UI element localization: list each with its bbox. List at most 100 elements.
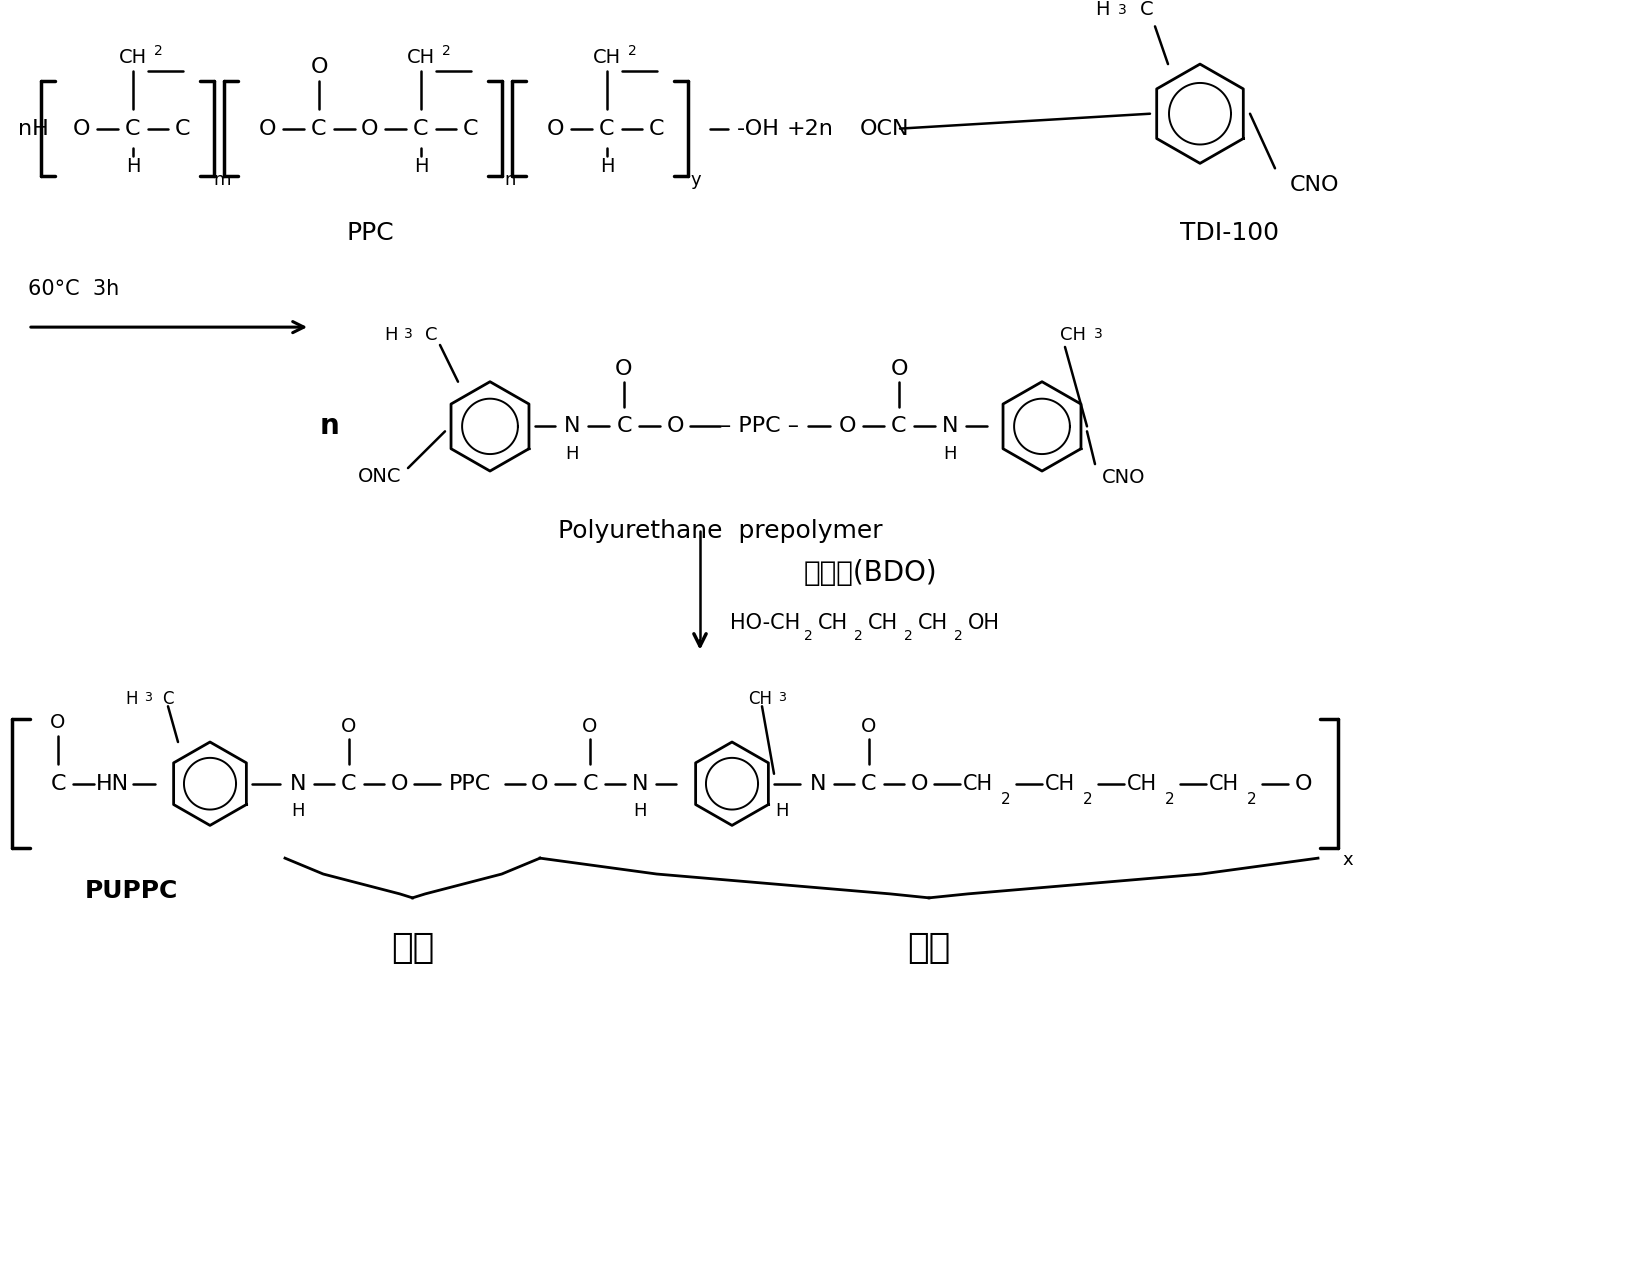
Text: 2: 2 bbox=[442, 45, 450, 59]
Text: H: H bbox=[291, 803, 304, 820]
Text: 60°C  3h: 60°C 3h bbox=[28, 280, 120, 299]
Text: C: C bbox=[426, 326, 437, 344]
Text: C: C bbox=[599, 119, 616, 138]
Text: C: C bbox=[126, 119, 141, 138]
Text: H: H bbox=[776, 803, 789, 820]
Text: nH: nH bbox=[18, 119, 49, 138]
Text: C: C bbox=[175, 119, 192, 138]
Text: CH: CH bbox=[918, 613, 948, 633]
Text: 软段: 软段 bbox=[391, 932, 434, 965]
Text: – PPC –: – PPC – bbox=[720, 417, 799, 436]
Text: 2: 2 bbox=[1247, 791, 1257, 806]
Text: x: x bbox=[1342, 851, 1354, 869]
Text: N: N bbox=[941, 417, 958, 436]
Text: n: n bbox=[504, 171, 516, 189]
Text: 2: 2 bbox=[627, 45, 637, 59]
Text: CH: CH bbox=[120, 47, 147, 66]
Text: CH: CH bbox=[1044, 773, 1076, 794]
Text: CH: CH bbox=[1210, 773, 1239, 794]
Text: H: H bbox=[943, 445, 956, 463]
Text: CH: CH bbox=[868, 613, 899, 633]
Text: O: O bbox=[891, 359, 909, 378]
Text: CH: CH bbox=[818, 613, 848, 633]
Text: C: C bbox=[616, 417, 632, 436]
Text: C: C bbox=[1139, 0, 1154, 19]
Text: 扩链剂(BDO): 扩链剂(BDO) bbox=[804, 560, 936, 588]
Text: 2: 2 bbox=[804, 629, 812, 643]
Text: y: y bbox=[691, 171, 701, 189]
Text: CH: CH bbox=[963, 773, 994, 794]
Text: m: m bbox=[213, 171, 231, 189]
Text: N: N bbox=[290, 773, 306, 794]
Text: ONC: ONC bbox=[359, 466, 401, 486]
Text: C: C bbox=[861, 773, 877, 794]
Text: H: H bbox=[565, 445, 579, 463]
Text: HO-CH: HO-CH bbox=[730, 613, 800, 633]
Text: 2: 2 bbox=[853, 629, 863, 643]
Text: 3: 3 bbox=[778, 691, 786, 704]
Text: O: O bbox=[583, 717, 598, 736]
Text: O: O bbox=[74, 119, 90, 138]
Text: C: C bbox=[413, 119, 429, 138]
Text: PPC: PPC bbox=[345, 221, 395, 245]
Text: O: O bbox=[616, 359, 634, 378]
Text: CH: CH bbox=[593, 47, 620, 66]
Text: 2: 2 bbox=[954, 629, 963, 643]
Text: C: C bbox=[891, 417, 907, 436]
Text: O: O bbox=[259, 119, 277, 138]
Text: H: H bbox=[414, 157, 429, 176]
Text: 3: 3 bbox=[1094, 327, 1102, 341]
Text: HN: HN bbox=[95, 773, 129, 794]
Text: C: C bbox=[340, 773, 357, 794]
Text: N: N bbox=[810, 773, 827, 794]
Text: 2: 2 bbox=[154, 45, 162, 59]
Text: CH: CH bbox=[1126, 773, 1157, 794]
Text: -OH: -OH bbox=[737, 119, 779, 138]
Text: C: C bbox=[583, 773, 598, 794]
Text: O: O bbox=[861, 717, 877, 736]
Text: O: O bbox=[311, 58, 327, 77]
Text: O: O bbox=[390, 773, 408, 794]
Text: 3: 3 bbox=[144, 691, 152, 704]
Text: H: H bbox=[634, 803, 647, 820]
Text: PUPPC: PUPPC bbox=[85, 879, 178, 902]
Text: C: C bbox=[162, 690, 174, 708]
Text: O: O bbox=[840, 417, 856, 436]
Text: O: O bbox=[910, 773, 928, 794]
Text: CH: CH bbox=[1061, 326, 1085, 344]
Text: 2: 2 bbox=[904, 629, 912, 643]
Text: +2n: +2n bbox=[786, 119, 833, 138]
Text: O: O bbox=[547, 119, 565, 138]
Text: CNO: CNO bbox=[1102, 469, 1146, 487]
Text: C: C bbox=[650, 119, 665, 138]
Text: H: H bbox=[126, 157, 141, 176]
Text: 3: 3 bbox=[404, 327, 413, 341]
Text: C: C bbox=[311, 119, 327, 138]
Text: 硬段: 硬段 bbox=[907, 932, 951, 965]
Text: O: O bbox=[51, 713, 65, 732]
Text: N: N bbox=[632, 773, 648, 794]
Text: CH: CH bbox=[748, 690, 773, 708]
Text: 2: 2 bbox=[1002, 791, 1010, 806]
Text: C: C bbox=[463, 119, 478, 138]
Text: Polyurethane  prepolymer: Polyurethane prepolymer bbox=[558, 519, 882, 543]
Text: 2: 2 bbox=[1084, 791, 1094, 806]
Text: H: H bbox=[599, 157, 614, 176]
Text: n: n bbox=[321, 413, 340, 441]
Text: 3: 3 bbox=[1118, 3, 1126, 17]
Text: N: N bbox=[563, 417, 579, 436]
Text: PPC: PPC bbox=[449, 773, 491, 794]
Text: H: H bbox=[126, 690, 138, 708]
Text: O: O bbox=[340, 717, 357, 736]
Text: O: O bbox=[362, 119, 378, 138]
Text: OCN: OCN bbox=[859, 119, 910, 138]
Text: CH: CH bbox=[408, 47, 435, 66]
Text: TDI-100: TDI-100 bbox=[1180, 221, 1280, 245]
Text: C: C bbox=[51, 773, 65, 794]
Text: 2: 2 bbox=[1166, 791, 1175, 806]
Text: OH: OH bbox=[967, 613, 1000, 633]
Text: O: O bbox=[532, 773, 548, 794]
Text: CNO: CNO bbox=[1290, 175, 1339, 196]
Text: H: H bbox=[1095, 0, 1110, 19]
Text: O: O bbox=[666, 417, 684, 436]
